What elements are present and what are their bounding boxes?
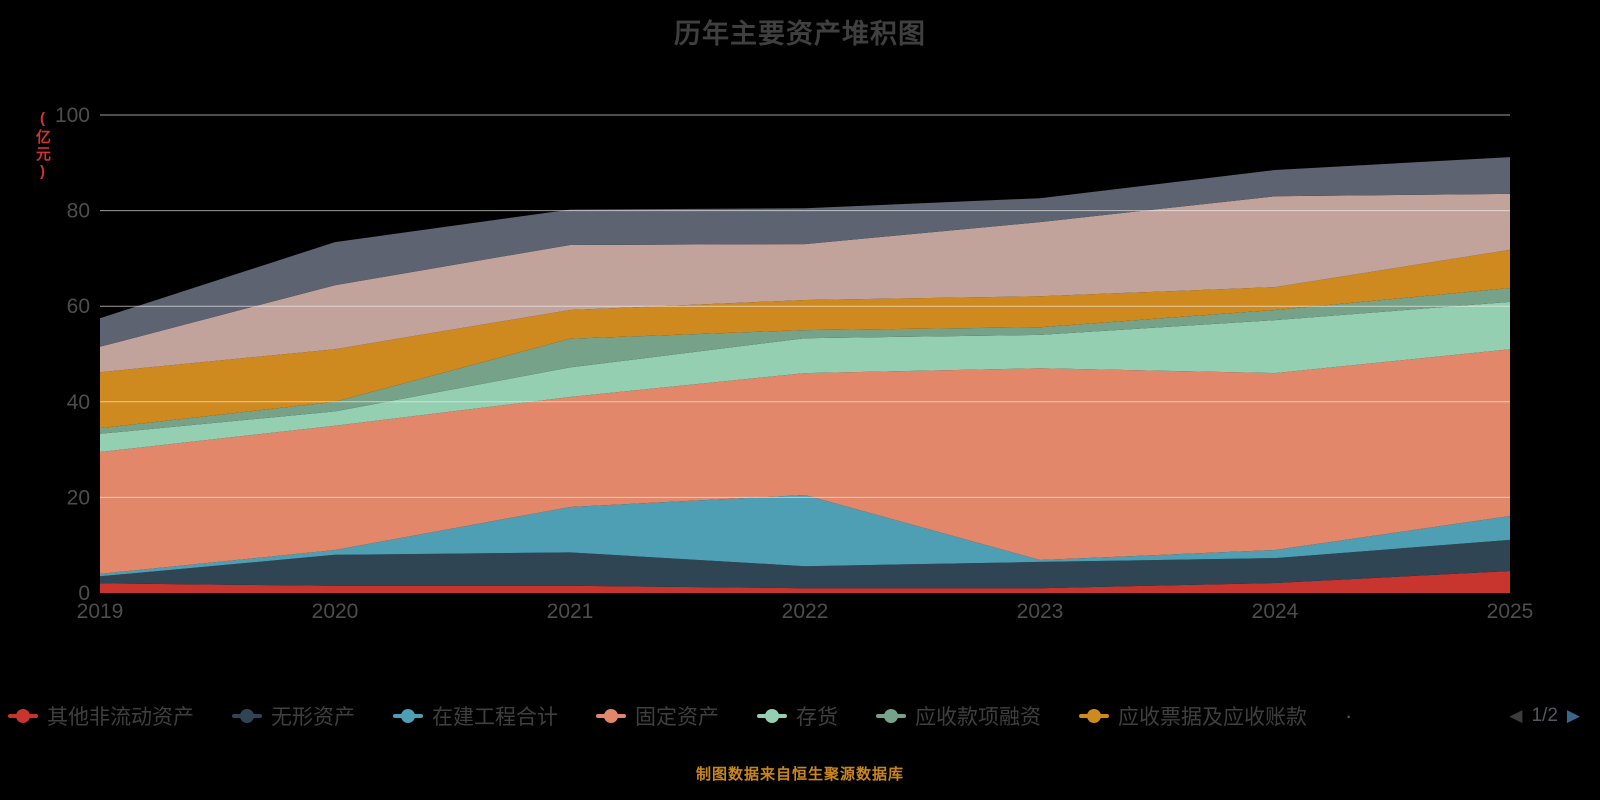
legend-marker-icon xyxy=(596,709,626,723)
area-series-2 xyxy=(100,495,1510,577)
legend-pager: ◀ 1/2 ▶ xyxy=(1509,705,1580,727)
x-tick-label: 2019 xyxy=(77,600,124,623)
legend-item-1[interactable]: 无形资产 xyxy=(232,701,355,731)
area-series-7 xyxy=(100,193,1510,373)
area-series-4 xyxy=(100,301,1510,452)
legend-item-label: 应收款项融资 xyxy=(915,706,1041,729)
x-tick-label: 2024 xyxy=(1252,600,1299,623)
area-series-5 xyxy=(100,288,1510,434)
y-tick-label: 40 xyxy=(67,391,90,414)
legend-item-2[interactable]: 在建工程合计 xyxy=(393,701,558,731)
legend-marker-icon xyxy=(232,709,262,723)
legend-item-label: 应收票据及应收账款 xyxy=(1118,706,1307,729)
legend-prev-page-icon[interactable]: ◀ xyxy=(1509,706,1523,725)
y-tick-label: 100 xyxy=(55,104,90,127)
area-series-6 xyxy=(100,249,1510,429)
area-series-1 xyxy=(100,539,1510,589)
legend-marker-icon xyxy=(1079,709,1109,723)
y-tick-label: 20 xyxy=(67,486,90,509)
data-source-note: 制图数据来自恒生聚源数据库 xyxy=(695,766,904,783)
legend-item-5[interactable]: 应收款项融资 xyxy=(876,701,1041,731)
y-tick-label: 0 xyxy=(78,582,90,605)
chart-title: 历年主要资产堆积图 xyxy=(674,19,926,49)
y-tick-label: 80 xyxy=(67,200,90,223)
legend-item-label: 存货 xyxy=(796,706,838,729)
area-series-3 xyxy=(100,349,1510,574)
legend-item-4[interactable]: 存货 xyxy=(757,701,838,731)
legend-marker-icon xyxy=(393,709,423,723)
legend-item-label: 固定资产 xyxy=(635,706,719,729)
legend-item-3[interactable]: 固定资产 xyxy=(596,701,719,731)
x-tick-label: 2021 xyxy=(547,600,594,623)
y-tick-label: 60 xyxy=(67,295,90,318)
legend-pager-dot: · xyxy=(1345,703,1353,728)
legend: 其他非流动资产 无形资产 在建工程合计 固定资产 存货 应收款项融资 应收票据及应收账款 · … xyxy=(8,700,1580,732)
legend-marker-icon xyxy=(876,709,906,723)
x-tick-label: 2022 xyxy=(782,600,829,623)
area-series-0 xyxy=(100,571,1510,593)
legend-marker-icon xyxy=(8,709,38,723)
x-tick-label: 2025 xyxy=(1487,600,1534,623)
y-axis-unit-label: (亿元) xyxy=(34,110,51,182)
legend-item-label: 在建工程合计 xyxy=(432,706,558,729)
x-tick-label: 2023 xyxy=(1017,600,1064,623)
area-series-8 xyxy=(100,157,1510,347)
legend-marker-icon xyxy=(757,709,787,723)
x-tick-label: 2020 xyxy=(312,600,359,623)
legend-item-label: 其他非流动资产 xyxy=(47,706,194,729)
legend-item-0[interactable]: 其他非流动资产 xyxy=(8,701,194,731)
legend-page-indicator: 1/2 xyxy=(1531,705,1558,726)
legend-item-label: 无形资产 xyxy=(271,706,355,729)
legend-item-6[interactable]: 应收票据及应收账款 xyxy=(1079,701,1307,731)
legend-next-page-icon[interactable]: ▶ xyxy=(1566,706,1580,725)
